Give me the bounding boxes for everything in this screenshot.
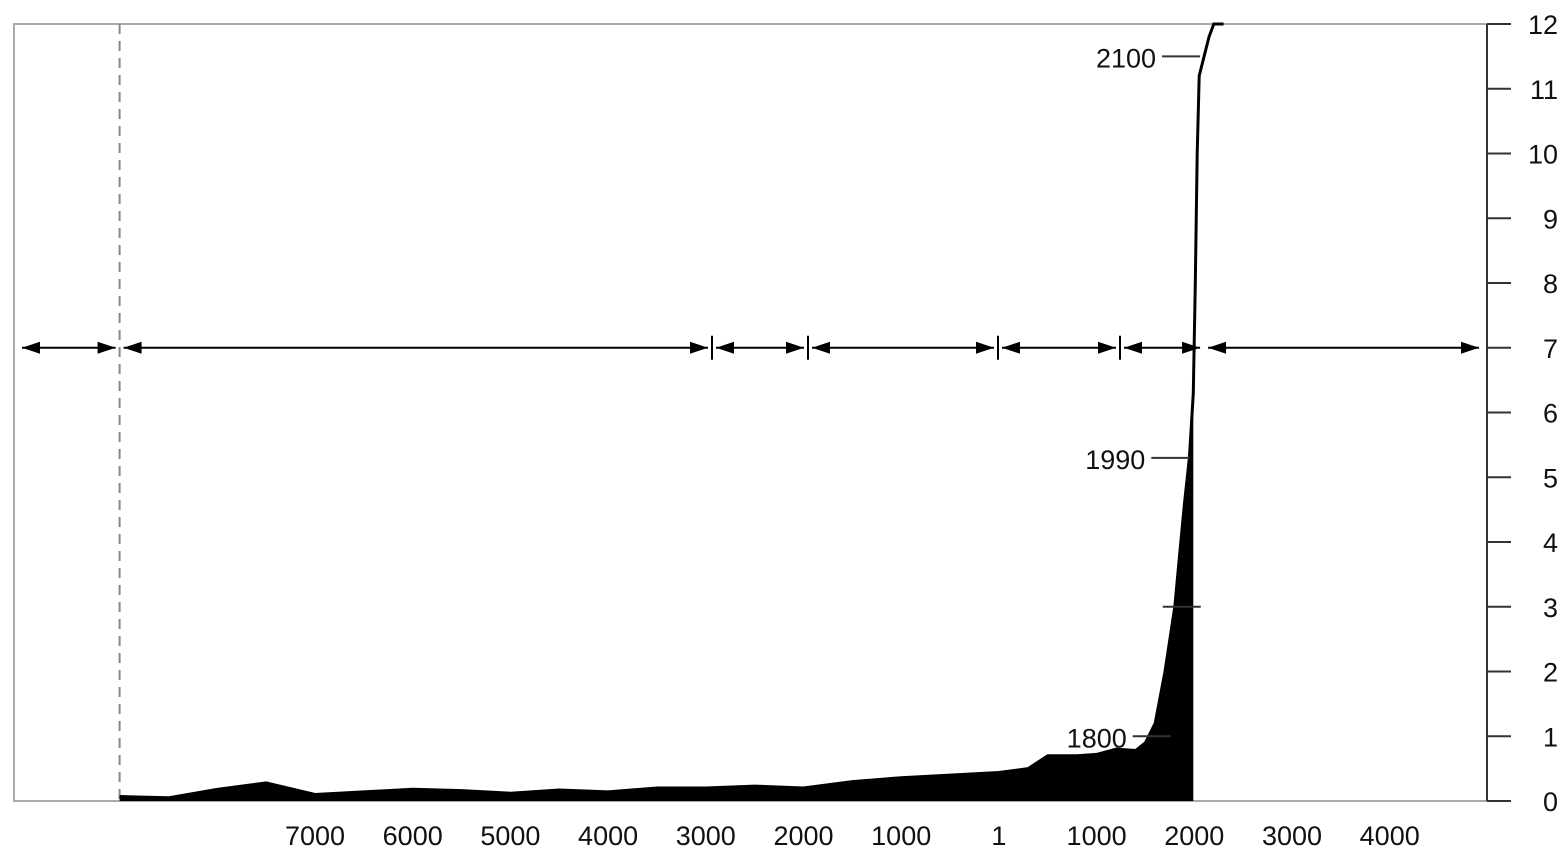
x-tick-label: 6000: [383, 821, 443, 851]
arrow-head: [786, 341, 804, 354]
x-tick-label: 3000: [676, 821, 736, 851]
period-arrows: [22, 335, 1479, 360]
x-tick-label: 1000: [1067, 821, 1127, 851]
y-tick-label-5: 5: [1543, 463, 1558, 493]
arrow-head: [1461, 341, 1479, 354]
series-line: [119, 22, 1224, 800]
arrow-head: [976, 341, 994, 354]
series-area: [119, 393, 1194, 801]
arrow-head: [1208, 341, 1227, 354]
y-tick-label-8: 8: [1543, 269, 1558, 299]
arrow-head: [1124, 341, 1142, 354]
x-tick-label: 3000: [1262, 821, 1322, 851]
y-tick-label-12: 12: [1528, 10, 1558, 40]
x-tick-label: 1000: [871, 821, 931, 851]
x-tick-label: 2000: [773, 821, 833, 851]
area-layer: [118, 22, 1224, 801]
y-tick-label-2: 2: [1543, 658, 1558, 688]
plot-frame: [13, 23, 1488, 802]
marker-layer: 1800 1990 2100: [1067, 43, 1201, 753]
arrow-head: [1098, 341, 1116, 354]
y-tick-label-11: 11: [1530, 75, 1558, 105]
x-tick-label: 5000: [480, 821, 540, 851]
arrow-head: [97, 341, 116, 354]
arrow-head: [22, 341, 40, 354]
x-tick-label: 4000: [578, 821, 638, 851]
x-tick-label: 2000: [1164, 821, 1224, 851]
y-tick-label-10: 10: [1528, 140, 1558, 170]
y-tick-label-7: 7: [1543, 334, 1558, 364]
y-tick-label-9: 9: [1543, 204, 1558, 234]
x-tick-label: 1: [991, 821, 1006, 851]
y-tick-label-6: 6: [1543, 399, 1558, 429]
arrow-head: [812, 341, 830, 354]
y-tick-label-1: 1: [1543, 722, 1558, 752]
marker-label-1990: 1990: [1085, 445, 1145, 475]
y-tick-label-3: 3: [1543, 593, 1558, 623]
y-tick-label-4: 4: [1543, 528, 1558, 558]
marker-label-1800: 1800: [1067, 723, 1127, 753]
arrow-head: [1182, 341, 1201, 354]
marker-label-2100: 2100: [1096, 43, 1156, 73]
arrow-head: [123, 341, 142, 354]
y-tick-label-0: 0: [1543, 787, 1558, 817]
arrow-head: [1002, 341, 1020, 354]
x-tick-label: 7000: [285, 821, 345, 851]
arrow-head: [716, 341, 734, 354]
arrow-head: [690, 341, 708, 354]
x-tick-label: 4000: [1360, 821, 1420, 851]
